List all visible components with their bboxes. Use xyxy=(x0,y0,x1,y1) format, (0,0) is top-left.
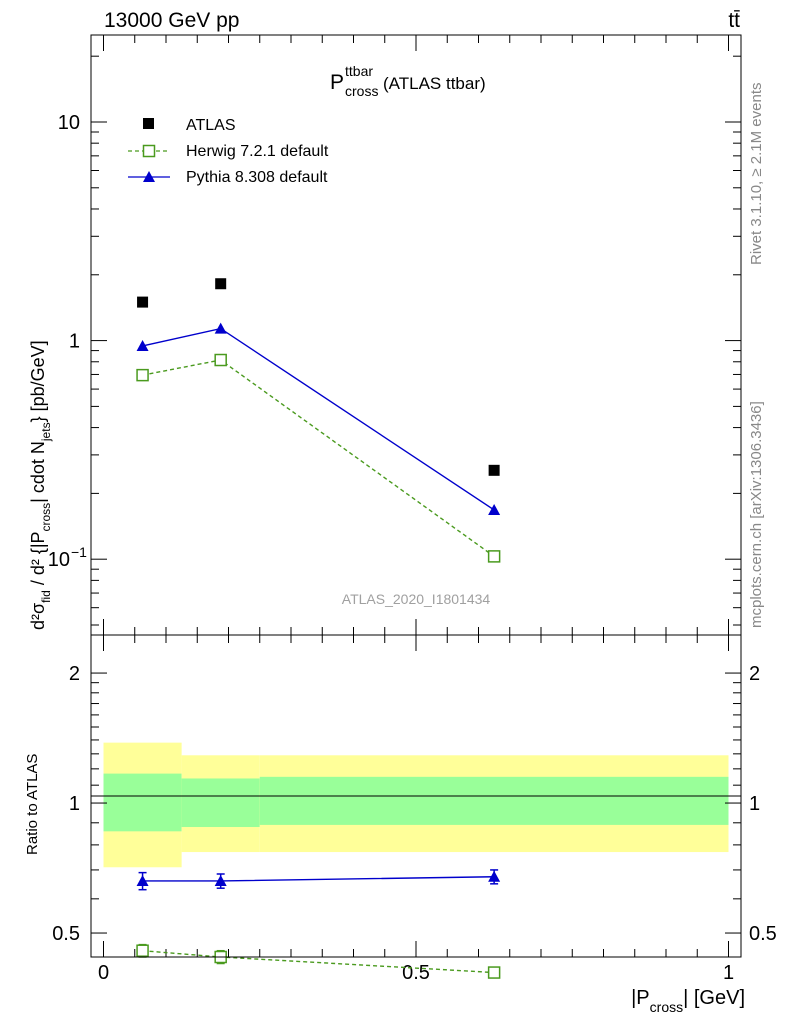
ratio-ytick-label-right: 2 xyxy=(749,663,760,685)
ratio-ytick-label-right: 1 xyxy=(749,793,760,815)
main-ytick-exp: −1 xyxy=(71,544,87,560)
ratio-frame xyxy=(90,634,742,958)
herwig-point xyxy=(214,353,227,367)
ratio-band-green xyxy=(181,778,260,828)
legend-herwig-marker xyxy=(142,144,156,158)
process-label: tt̄ xyxy=(728,9,740,32)
atlas-point xyxy=(488,464,500,476)
ratio-ytick-label-left: 1 xyxy=(69,793,80,815)
legend-herwig-label: Herwig 7.2.1 default xyxy=(186,143,329,160)
ratio-ylabel: Ratio to ATLAS xyxy=(24,754,41,855)
ratio-line-0 xyxy=(142,950,495,974)
main-ylabel: d²σfid / d² {|Pcross| cdot Njets} [pb/Ge… xyxy=(28,340,53,630)
ratio-ytick-label-left: 0.5 xyxy=(52,923,80,945)
main-ytick-label: 10 xyxy=(58,112,80,134)
ratio-herwig-point xyxy=(487,966,501,979)
ratio-panel: 0.5 0.5 1 1 2 2 0 0.5 1 Ratio to ATLAS |Pcross| … xyxy=(24,634,777,1015)
legend-atlas-marker xyxy=(143,118,154,129)
legend: ATLAS Herwig 7.2.1 default Pythia 8.308 … xyxy=(128,117,329,186)
ratio-xlabel: |Pcross| [GeV] xyxy=(631,987,745,1015)
title-main: P xyxy=(330,71,344,94)
series-line-2 xyxy=(142,327,495,511)
main-ytick-label: 10 xyxy=(48,549,70,571)
main-ytick-label: 1 xyxy=(69,331,80,353)
title-sub: cross xyxy=(345,83,378,99)
ratio-ytick-label-left: 2 xyxy=(69,663,80,685)
ratio-axes: 0.5 0.5 1 1 2 2 0 0.5 1 xyxy=(52,635,777,984)
ratio-xtick-label: 0 xyxy=(98,962,109,984)
ratio-line-1 xyxy=(142,876,495,882)
title-sup: ttbar xyxy=(345,63,373,79)
atlas-point xyxy=(137,296,149,308)
herwig-point xyxy=(136,368,149,382)
ratio-herwig-point xyxy=(136,944,149,957)
ratio-xtick-label: 1 xyxy=(723,962,734,984)
pythia-point xyxy=(214,322,227,334)
legend-atlas-label: ATLAS xyxy=(186,117,236,134)
legend-pythia-marker xyxy=(143,171,155,182)
ratio-pythia-point xyxy=(488,870,501,882)
ratio-pythia-point xyxy=(214,874,227,886)
ratio-series xyxy=(136,869,501,979)
ratio-pythia-point xyxy=(136,874,149,886)
ratio-band-green xyxy=(259,776,729,825)
energy-label: 13000 GeV pp xyxy=(104,9,239,32)
pythia-point xyxy=(488,503,501,515)
atlas-point xyxy=(215,278,227,290)
ratio-xtick-label: 0.5 xyxy=(402,962,430,984)
svg-text:P: P xyxy=(330,71,344,94)
ratio-band-green xyxy=(103,773,182,832)
ratio-ytick-label-right: 0.5 xyxy=(749,923,777,945)
rivet-label: Rivet 3.1.10, ≥ 2.1M events xyxy=(748,83,765,266)
herwig-point xyxy=(487,550,501,563)
pythia-point xyxy=(136,339,149,351)
mcplots-label: mcplots.cern.ch [arXiv:1306.3436] xyxy=(748,401,765,628)
legend-pythia-label: Pythia 8.308 default xyxy=(186,169,328,186)
main-series xyxy=(136,278,501,563)
watermark: ATLAS_2020_I1801434 xyxy=(342,591,491,607)
title-suffix: (ATLAS ttbar) xyxy=(383,74,486,93)
series-line-1 xyxy=(142,359,495,557)
ratio-bands xyxy=(103,742,729,868)
plot-title: P ttbar cross (ATLAS ttbar) xyxy=(330,63,486,99)
